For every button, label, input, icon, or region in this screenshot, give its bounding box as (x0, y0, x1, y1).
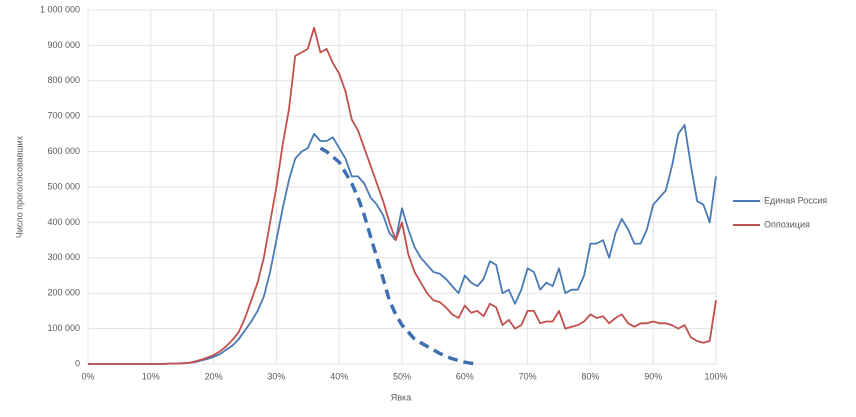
y-tick-label: 500 000 (47, 181, 80, 191)
legend-label: Оппозиция (764, 219, 810, 229)
y-tick-label: 700 000 (47, 111, 80, 121)
y-tick-label: 200 000 (47, 288, 80, 298)
x-tick-label: 60% (456, 371, 474, 381)
x-tick-label: 70% (519, 371, 537, 381)
x-axis-label: Явка (391, 392, 411, 402)
dashed-line (319, 146, 478, 366)
y-tick-label: 900 000 (47, 40, 80, 50)
x-tick-label: 40% (330, 371, 348, 381)
x-tick-label: 10% (142, 371, 160, 381)
y-tick-label: 300 000 (47, 252, 80, 262)
y-tick-label: 600 000 (47, 146, 80, 156)
x-tick-label: 80% (581, 371, 599, 381)
x-tick-label: 30% (267, 371, 285, 381)
y-tick-label: 1 000 000 (40, 4, 80, 14)
series-line (88, 26, 717, 365)
legend-label: Единая Россия (764, 195, 827, 205)
y-tick-label: 100 000 (47, 323, 80, 333)
x-tick-label: 0% (81, 371, 94, 381)
x-tick-label: 100% (704, 371, 727, 381)
y-tick-label: 0 (75, 358, 80, 368)
x-tick-label: 50% (393, 371, 411, 381)
x-tick-label: 90% (644, 371, 662, 381)
y-tick-label: 800 000 (47, 75, 80, 85)
y-axis-label: Число проголосовавших (14, 135, 24, 238)
y-tick-label: 400 000 (47, 217, 80, 227)
x-tick-label: 20% (205, 371, 223, 381)
